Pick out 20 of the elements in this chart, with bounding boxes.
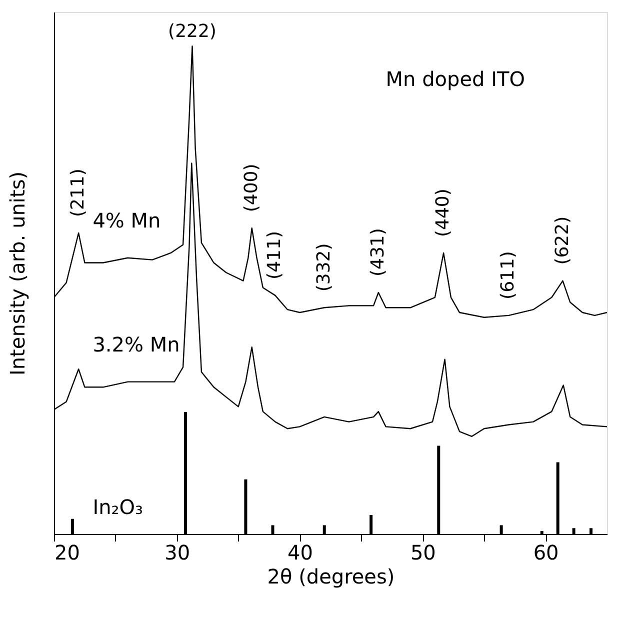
- series-label: 4% Mn: [92, 208, 161, 232]
- x-tick-label: 20: [54, 540, 80, 564]
- series-label: 3.2% Mn: [92, 332, 180, 357]
- x-tick-label: 50: [410, 540, 436, 564]
- annotation: (400): [240, 164, 262, 212]
- x-tick-label: 60: [533, 540, 559, 564]
- annotation: (611): [498, 251, 519, 300]
- annotation: (222): [168, 21, 216, 42]
- x-tick-label: 30: [164, 540, 190, 564]
- annotation: (411): [264, 231, 286, 280]
- annotation: (211): [68, 168, 89, 217]
- annotation: (332): [313, 243, 334, 292]
- x-axis-title: 2θ (degrees): [267, 564, 395, 588]
- series-label: In₂O₃: [92, 494, 144, 519]
- annotation: (431): [367, 228, 388, 277]
- annotation: (622): [552, 216, 573, 265]
- x-tick-label: 40: [288, 540, 314, 564]
- annotation: (440): [432, 188, 454, 237]
- annotation: Mn doped ITO: [386, 66, 525, 91]
- y-axis-title: Intensity (arb. units): [6, 171, 30, 376]
